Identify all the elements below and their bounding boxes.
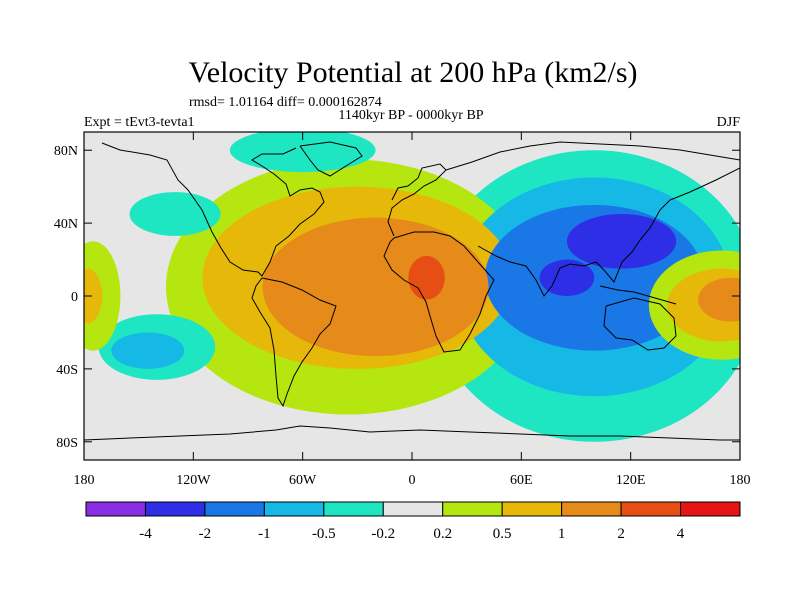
chart-title: Velocity Potential at 200 hPa (km2/s) <box>188 56 637 89</box>
y-tick-label: 80N <box>54 144 78 159</box>
contour-region-india-deep-blue <box>539 259 595 296</box>
colorbar-label: -0.5 <box>312 526 336 542</box>
colorbar-label: 4 <box>677 526 685 542</box>
coastline-europe <box>387 163 447 237</box>
colorbar-label: -1 <box>258 526 271 542</box>
colorbar-label: 2 <box>617 526 625 542</box>
contour-region-west-pacific-orange <box>698 277 740 322</box>
coastline-africa <box>383 231 495 353</box>
contour-region-east-pacific-yellow <box>84 268 103 324</box>
colorbar-label: 1 <box>558 526 566 542</box>
y-tick-label: 40N <box>54 217 78 232</box>
colorbar-swatch <box>561 501 622 517</box>
colorbar-swatch <box>144 501 206 517</box>
colorbar: -4 -2 -1 -0.5 -0.2 0.2 0.5 1 2 4 <box>85 501 741 542</box>
contour-fields <box>84 132 740 442</box>
coastline-north-america <box>101 142 325 277</box>
colorbar-label: -2 <box>199 526 212 542</box>
x-tick-label: 120E <box>616 473 646 488</box>
contour-region-atlantic-south-america-orange <box>262 217 489 357</box>
colorbar-swatch <box>442 501 503 517</box>
y-tick-label: 0 <box>71 290 78 305</box>
coastline-maritime-continent <box>599 285 677 305</box>
contour-region-north-america-cyan <box>229 132 376 173</box>
coastlines <box>84 141 740 441</box>
coastline-antarctica <box>84 425 740 441</box>
period-label: 1140kyr BP - 0000kyr BP <box>338 108 483 123</box>
colorbar-swatch <box>85 501 146 517</box>
x-tick-label: 60E <box>510 473 533 488</box>
x-tick-label: 60W <box>289 473 317 488</box>
contour-region-south-pacific-light-blue <box>111 332 185 369</box>
coastline-south-america <box>251 277 337 408</box>
x-tick-label: 180 <box>730 473 751 488</box>
y-tick-label: 40S <box>56 363 78 378</box>
colorbar-swatch <box>680 501 741 517</box>
colorbar-swatch <box>263 501 325 517</box>
experiment-label: Expt = tEvt3-tevta1 <box>84 115 195 130</box>
x-tick-label: 180 <box>74 473 95 488</box>
colorbar-swatch <box>204 501 265 517</box>
colorbar-swatch <box>620 501 682 517</box>
colorbar-label: -0.2 <box>371 526 395 542</box>
contour-region-asia-deep-blue <box>566 214 677 269</box>
colorbar-label: 0.5 <box>493 526 512 542</box>
season-label: DJF <box>717 115 741 130</box>
coastline-asia <box>445 141 740 171</box>
colorbar-label: 0.2 <box>433 526 452 542</box>
axis-ticks: 180 120W 60W 0 60E 120E 180 80N 40N 0 40S 80S <box>54 132 751 488</box>
contour-region-atlantic-africa-high <box>408 255 445 300</box>
y-tick-label: 80S <box>56 436 78 451</box>
coastline-australia <box>603 297 677 351</box>
contour-region-north-pacific-cyan <box>129 192 221 236</box>
stats-line: rmsd= 1.01164 diff= 0.000162874 <box>189 95 382 110</box>
x-tick-label: 0 <box>409 473 416 488</box>
coastline-south-asia <box>477 167 740 297</box>
colorbar-swatch <box>501 501 563 517</box>
colorbar-label: -4 <box>139 526 152 542</box>
colorbar-swatch <box>382 501 444 517</box>
x-tick-label: 120W <box>176 473 211 488</box>
colorbar-swatch <box>323 501 384 517</box>
coastline-greenland <box>299 141 363 177</box>
